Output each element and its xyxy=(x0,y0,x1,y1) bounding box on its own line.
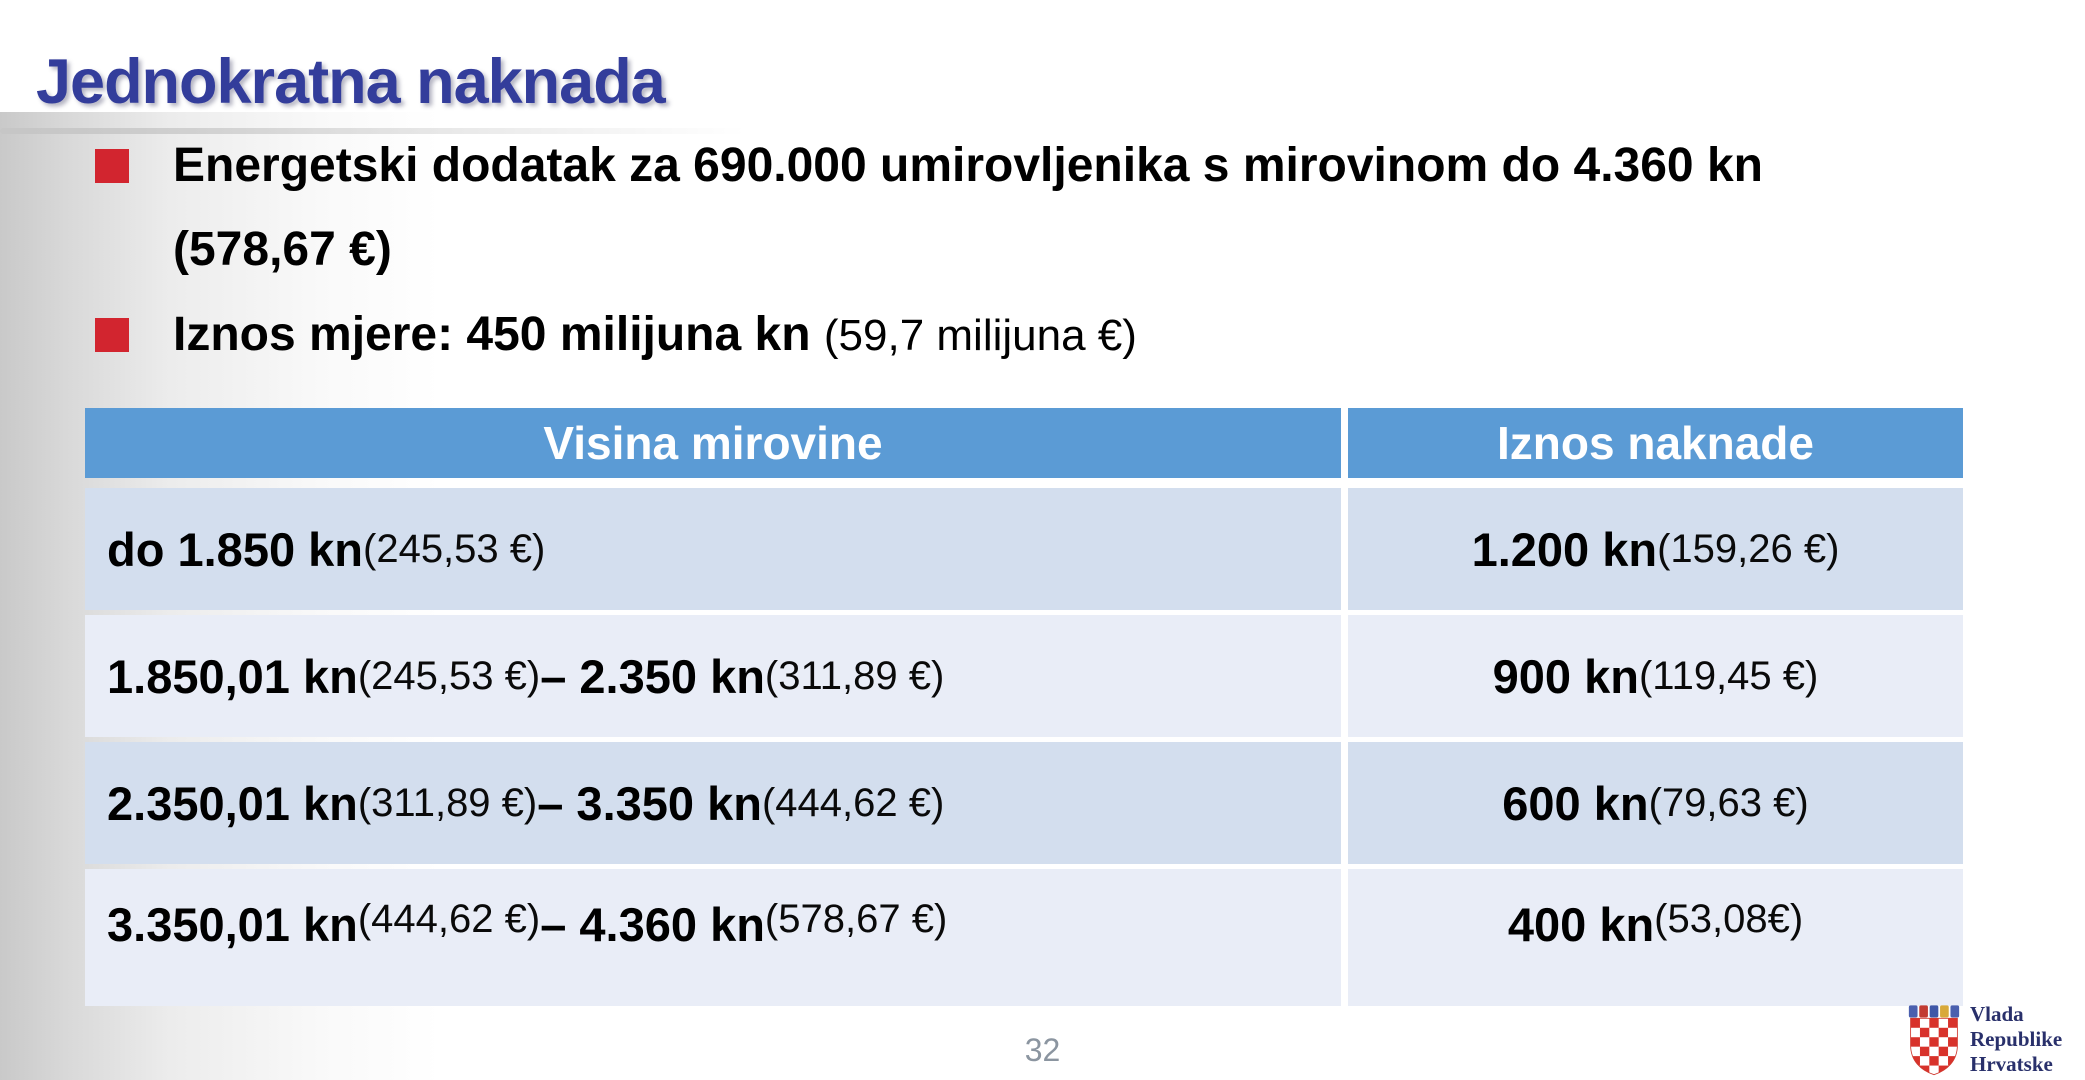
amount-cell: 600 kn (79,63 €) xyxy=(1348,742,1963,864)
table-row: 3.350,01 kn (444,62 €) – 4.360 kn (578,6… xyxy=(85,869,1963,1006)
bullet-item-energetski-dodatak: Energetski dodatak za 690.000 umirovljen… xyxy=(95,124,2005,293)
euro-equivalent-text: (311,89 €) xyxy=(357,780,538,825)
logo-text: Vlada Republike Hrvatske xyxy=(1970,1002,2062,1077)
table-row: 2.350,01 kn (311,89 €) – 3.350 kn (444,6… xyxy=(85,742,1963,864)
logo-text-line: Republike xyxy=(1970,1027,2063,1051)
amount-cell: 1.200 kn (159,26 €) xyxy=(1348,488,1963,610)
amount-bold-text: 900 kn xyxy=(1492,649,1639,703)
government-logo: Vlada Republike Hrvatske xyxy=(1908,1002,2062,1078)
bullet-bold-text: Energetski dodatak za 690.000 umirovljen… xyxy=(173,139,1763,276)
pension-cell: do 1.850 kn (245,53 €) xyxy=(85,488,1341,610)
table-row: 1.850,01 kn (245,53 €) – 2.350 kn (311,8… xyxy=(85,615,1963,737)
amount-bold-text: – 2.350 kn xyxy=(540,649,765,703)
table-header-row: Visina mirovine Iznos naknade xyxy=(85,408,1963,478)
euro-equivalent-text: (159,26 €) xyxy=(1657,526,1840,571)
amount-bold-text: 400 kn xyxy=(1507,898,1655,951)
table-row: do 1.850 kn (245,53 €) 1.200 kn (159,26 … xyxy=(85,488,1963,610)
compensation-table: Visina mirovine Iznos naknade do 1.850 k… xyxy=(85,408,1963,1011)
amount-cell: 400 kn (53,08€) xyxy=(1348,869,1963,1006)
logo-text-line: Hrvatske xyxy=(1970,1052,2053,1076)
pension-cell: 3.350,01 kn (444,62 €) – 4.360 kn (578,6… xyxy=(85,869,1341,1006)
bullet-text: Energetski dodatak za 690.000 umirovljen… xyxy=(173,124,1763,293)
euro-equivalent-text: (578,67 €) xyxy=(764,897,948,941)
amount-bold-text: do 1.850 kn xyxy=(107,522,363,576)
euro-equivalent-text: (79,63 €) xyxy=(1648,780,1809,825)
bullet-square-icon xyxy=(95,149,129,183)
bullet-regular-text: (59,7 milijuna €) xyxy=(823,311,1137,360)
amount-bold-text: 2.350,01 kn xyxy=(107,776,358,830)
pension-cell: 2.350,01 kn (311,89 €) – 3.350 kn (444,6… xyxy=(85,742,1341,864)
bullet-text: Iznos mjere: 450 milijuna kn (59,7 milij… xyxy=(173,293,1137,378)
column-header-visina-mirovine: Visina mirovine xyxy=(85,408,1341,478)
euro-equivalent-text: (245,53 €) xyxy=(357,653,541,698)
table-body: do 1.850 kn (245,53 €) 1.200 kn (159,26 … xyxy=(85,488,1963,1006)
amount-bold-text: – 3.350 kn xyxy=(537,776,762,830)
amount-bold-text: 3.350,01 kn xyxy=(107,898,358,951)
page-number: 32 xyxy=(1024,1032,1061,1068)
bullet-square-icon xyxy=(95,318,129,352)
euro-equivalent-text: (444,62 €) xyxy=(357,897,541,941)
page-title: Jednokratna naknada xyxy=(36,47,666,118)
euro-equivalent-text: (53,08€) xyxy=(1654,897,1804,941)
amount-bold-text: 600 kn xyxy=(1502,776,1649,830)
amount-cell: 900 kn (119,45 €) xyxy=(1348,615,1963,737)
amount-bold-text: 1.850,01 kn xyxy=(107,649,358,703)
amount-bold-text: 1.200 kn xyxy=(1471,522,1658,576)
croatia-coat-of-arms-icon xyxy=(1908,1005,1960,1076)
pension-cell: 1.850,01 kn (245,53 €) – 2.350 kn (311,8… xyxy=(85,615,1341,737)
euro-equivalent-text: (311,89 €) xyxy=(764,653,945,698)
column-header-iznos-naknade: Iznos naknade xyxy=(1348,408,1963,478)
amount-bold-text: – 4.360 kn xyxy=(540,898,765,951)
bullet-item-iznos-mjere: Iznos mjere: 450 milijuna kn (59,7 milij… xyxy=(95,293,2005,378)
euro-equivalent-text: (444,62 €) xyxy=(761,780,945,825)
logo-text-line: Vlada xyxy=(1970,1002,2024,1026)
bullet-bold-text: Iznos mjere: 450 milijuna kn xyxy=(173,308,824,361)
euro-equivalent-text: (245,53 €) xyxy=(363,526,546,571)
bullet-list: Energetski dodatak za 690.000 umirovljen… xyxy=(95,124,2005,378)
euro-equivalent-text: (119,45 €) xyxy=(1638,653,1819,698)
title-underline-decoration xyxy=(0,128,745,134)
